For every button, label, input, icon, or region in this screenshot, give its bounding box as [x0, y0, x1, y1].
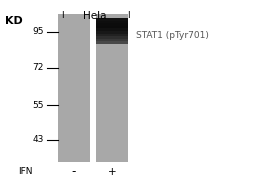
Bar	[96, 31, 128, 34]
Bar	[96, 26, 128, 28]
Text: 95: 95	[33, 27, 44, 36]
Text: +: +	[108, 167, 116, 177]
Bar	[96, 18, 128, 21]
Text: 72: 72	[33, 64, 44, 73]
Text: 43: 43	[33, 136, 44, 145]
Bar	[96, 28, 128, 31]
Bar	[96, 39, 128, 41]
Bar	[96, 21, 128, 23]
Bar	[96, 36, 128, 39]
Bar	[96, 34, 128, 36]
Text: KD: KD	[5, 16, 23, 26]
Text: -: -	[72, 166, 76, 179]
Bar	[58, 14, 90, 162]
Text: 55: 55	[33, 100, 44, 109]
Bar	[96, 23, 128, 26]
Text: IFN: IFN	[18, 167, 33, 176]
Text: Hela: Hela	[83, 11, 107, 21]
Bar	[96, 41, 128, 44]
Bar	[96, 14, 128, 162]
Text: STAT1 (pTyr701): STAT1 (pTyr701)	[136, 31, 209, 41]
Text: I: I	[127, 11, 129, 20]
Text: I: I	[61, 11, 63, 20]
